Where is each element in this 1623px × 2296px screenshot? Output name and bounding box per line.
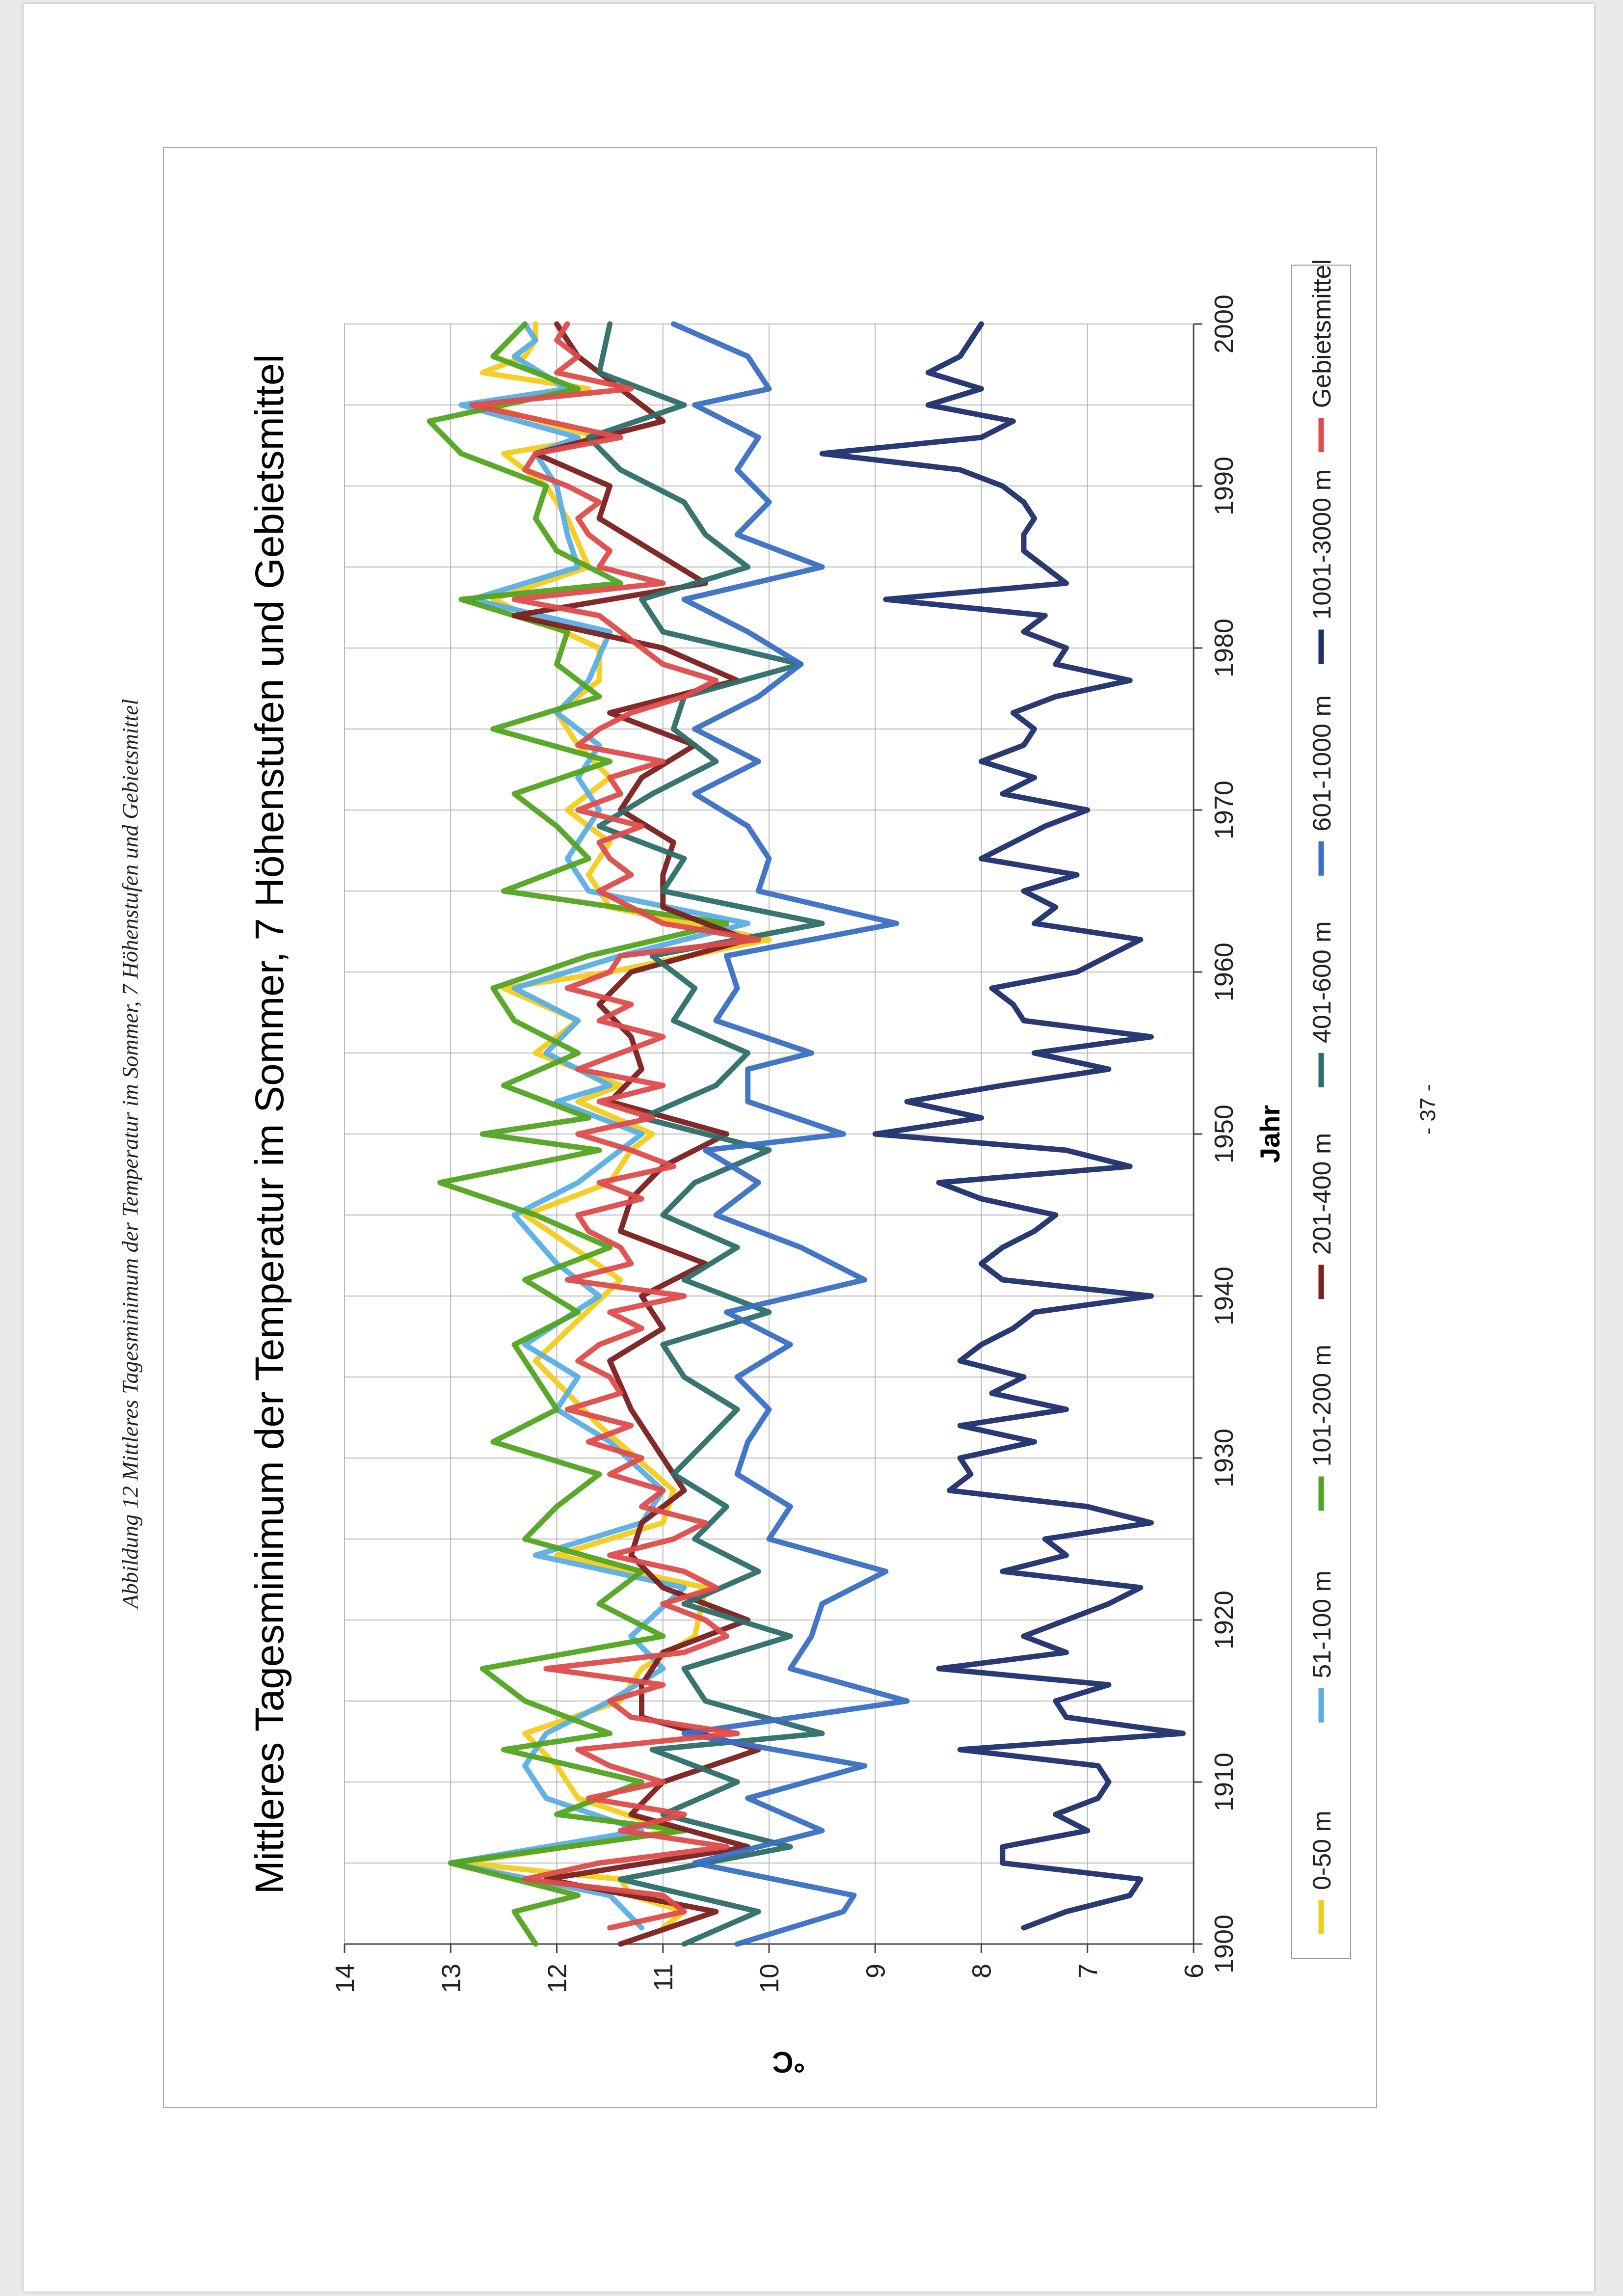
series-line-401-600-m <box>585 321 825 1947</box>
x-tick-label: 1900 <box>1209 1915 1239 1973</box>
x-tick-label: 2000 <box>1209 295 1239 353</box>
x-tick-label: 1950 <box>1209 1105 1239 1163</box>
x-tick-label: 1940 <box>1209 1267 1239 1325</box>
legend-label: 0-50 m <box>1308 1810 1336 1890</box>
series-line-1001-3000-m <box>819 321 1186 1931</box>
chart: 1900 1910 1920 1930 1940 1950 1960 1970 1980 1990… <box>247 259 1351 2079</box>
legend-label: 51-100 m <box>1308 1570 1336 1678</box>
y-tick-label: 9 <box>861 1964 890 1978</box>
legend-label: Gebietsmittel <box>1308 259 1336 408</box>
x-tick-label: 1980 <box>1209 619 1239 677</box>
y-tick-label: 10 <box>755 1964 784 1993</box>
x-tick-label: 1990 <box>1209 457 1239 515</box>
legend-label: 101-200 m <box>1308 1345 1336 1467</box>
x-tick-label: 1960 <box>1209 943 1239 1001</box>
legend-label: 201-400 m <box>1308 1133 1336 1255</box>
x-tick-label: 1970 <box>1209 781 1239 839</box>
x-tick-label: 1930 <box>1209 1429 1239 1487</box>
series-line-101-200-m <box>426 321 729 1947</box>
x-tick-label: 1920 <box>1209 1591 1239 1649</box>
series-line-51-100-m <box>448 321 751 1931</box>
y-tick-label: 13 <box>436 1964 466 1993</box>
series-line-0-50-m <box>458 321 772 1931</box>
y-tick-label: 8 <box>967 1964 997 1978</box>
x-axis-label: Jahr <box>1254 1105 1285 1163</box>
y-tick-label: 14 <box>330 1964 360 1993</box>
legend-box <box>1291 265 1351 1959</box>
y-tick-label: 12 <box>543 1964 572 1993</box>
y-axis-label: °C <box>772 2046 805 2079</box>
y-tick-label: 11 <box>649 1964 678 1991</box>
chart-title: Mittleres Tagesminimum der Temperatur im… <box>247 354 292 1894</box>
y-tick-label: 7 <box>1073 1964 1103 1978</box>
legend-label: 401-600 m <box>1308 921 1336 1043</box>
legend-label: 601-1000 m <box>1308 695 1336 832</box>
legend-label: 1001-3000 m <box>1308 469 1336 620</box>
y-tick-label: 6 <box>1179 1964 1209 1978</box>
x-tick-label: 1910 <box>1209 1753 1239 1811</box>
figure-caption: Abbildung 12 Mittleres Tagesminimum der … <box>117 699 143 1609</box>
series-line-gebietsmittel <box>469 321 761 1931</box>
series-line-601-1000-m <box>670 321 910 1947</box>
page-number: - 37 - <box>1416 1084 1440 1135</box>
